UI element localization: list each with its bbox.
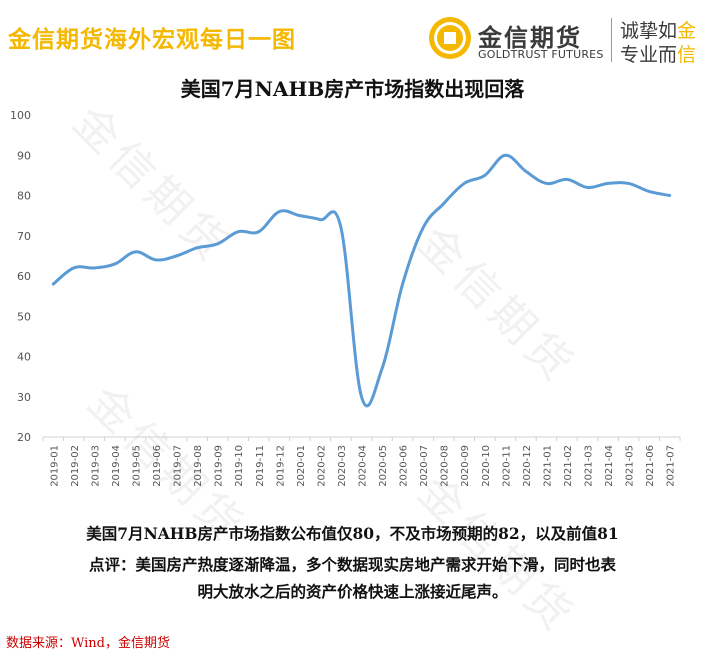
- data-point: [134, 250, 137, 253]
- x-tick-label: 2019-03: [90, 445, 101, 487]
- chart-title: 美国7月NAHB房产市场指数出现回落: [180, 77, 525, 101]
- data-point: [627, 182, 630, 185]
- y-tick-label: 60: [17, 270, 31, 283]
- x-tick-label: 2021-05: [625, 445, 636, 487]
- x-tick-label: 2019-08: [193, 445, 204, 487]
- logo-text-cn: 金信期货: [478, 24, 582, 52]
- data-point: [524, 170, 527, 173]
- x-tick-label: 2020-08: [440, 445, 451, 487]
- data-point: [237, 230, 240, 233]
- x-tick-label: 2019-02: [70, 445, 81, 487]
- data-point: [72, 266, 75, 269]
- header-title: 金信期货海外宏观每日一图: [8, 26, 296, 53]
- x-tick-label: 2020-04: [358, 445, 369, 487]
- data-point: [483, 174, 486, 177]
- x-tick-label: 2020-09: [460, 445, 471, 487]
- x-tick-label: 2020-12: [522, 445, 533, 487]
- logo-seal-icon: [429, 17, 471, 59]
- series-line-nahb: [51, 153, 672, 408]
- x-tick-label: 2020-11: [501, 445, 512, 487]
- data-point: [442, 202, 445, 205]
- logo-divider: [611, 18, 612, 62]
- slogan-line-1: 诚挚如金: [620, 20, 697, 42]
- y-tick-label: 20: [17, 431, 31, 444]
- y-tick-label: 80: [17, 190, 31, 203]
- data-point: [401, 283, 404, 286]
- data-point: [565, 178, 568, 181]
- note-line-1: 美国7月NAHB房产市场指数公布值仅80，不及市场预期的82，以及前值81: [86, 524, 619, 543]
- slogan-line-2: 专业而信: [620, 44, 697, 66]
- x-tick-label: 2021-03: [584, 445, 595, 487]
- y-tick-label: 40: [17, 351, 31, 364]
- x-tick-label: 2020-03: [337, 445, 348, 487]
- data-point: [216, 242, 219, 245]
- x-tick-label: 2021-07: [666, 445, 677, 487]
- x-tick-label: 2021-02: [563, 445, 574, 487]
- data-point: [648, 190, 651, 193]
- data-point: [422, 226, 425, 229]
- data-point: [175, 254, 178, 257]
- x-tick-label: 2019-04: [111, 445, 122, 487]
- data-point: [155, 258, 158, 261]
- data-point: [504, 154, 507, 157]
- data-point: [257, 230, 260, 233]
- y-tick-label: 70: [17, 230, 31, 243]
- data-point: [52, 283, 55, 286]
- note-line-2: 点评：美国房产热度逐渐降温，多个数据现实房地产需求开始下滑，同时也表: [88, 555, 616, 574]
- data-point: [668, 194, 671, 197]
- x-tick-label: 2019-06: [152, 445, 163, 487]
- x-tick-label: 2021-04: [604, 445, 615, 487]
- x-tick-label: 2020-06: [399, 445, 410, 487]
- data-point: [586, 186, 589, 189]
- data-point: [319, 218, 322, 221]
- data-point: [381, 367, 384, 370]
- data-point: [607, 182, 610, 185]
- y-tick-label: 100: [10, 109, 31, 122]
- x-tick-label: 2020-02: [316, 445, 327, 487]
- brand-logo: 金信期货 GOLDTRUST FUTURES 诚挚如金 专业而信: [428, 8, 698, 68]
- data-point: [298, 214, 301, 217]
- note-line-3: 明大放水之后的资产价格快速上涨接近尾声。: [197, 582, 508, 601]
- x-tick-label: 2019-01: [49, 445, 60, 487]
- x-tick-label: 2020-05: [378, 445, 389, 487]
- data-point: [93, 266, 96, 269]
- data-point: [463, 182, 466, 185]
- y-tick-label: 30: [17, 391, 31, 404]
- x-tick-label: 2019-12: [275, 445, 286, 487]
- data-point: [196, 246, 199, 249]
- x-tick-label: 2019-09: [214, 445, 225, 487]
- x-tick-label: 2019-07: [173, 445, 184, 487]
- x-tick-label: 2020-10: [481, 445, 492, 487]
- data-point: [339, 226, 342, 229]
- x-tick-label: 2019-11: [255, 445, 266, 487]
- y-tick-label: 90: [17, 149, 31, 162]
- data-point: [278, 210, 281, 213]
- x-tick-label: 2019-10: [234, 445, 245, 487]
- x-tick-label: 2020-07: [419, 445, 430, 487]
- x-tick-label: 2019-05: [131, 445, 142, 487]
- x-tick-label: 2020-01: [296, 445, 307, 487]
- data-point: [360, 395, 363, 398]
- data-point: [545, 182, 548, 185]
- x-tick-label: 2021-01: [542, 445, 553, 487]
- line-chart: 20 30 40 50 60 70 80 90 100 2019-01 2019-02 2019-03…: [10, 109, 681, 487]
- data-point: [113, 262, 116, 265]
- x-tick-label: 2021-06: [645, 445, 656, 487]
- data-source: 数据来源：Wind，金信期货: [6, 636, 170, 651]
- logo-text-en: GOLDTRUST FUTURES: [478, 48, 604, 61]
- y-tick-label: 50: [17, 310, 31, 323]
